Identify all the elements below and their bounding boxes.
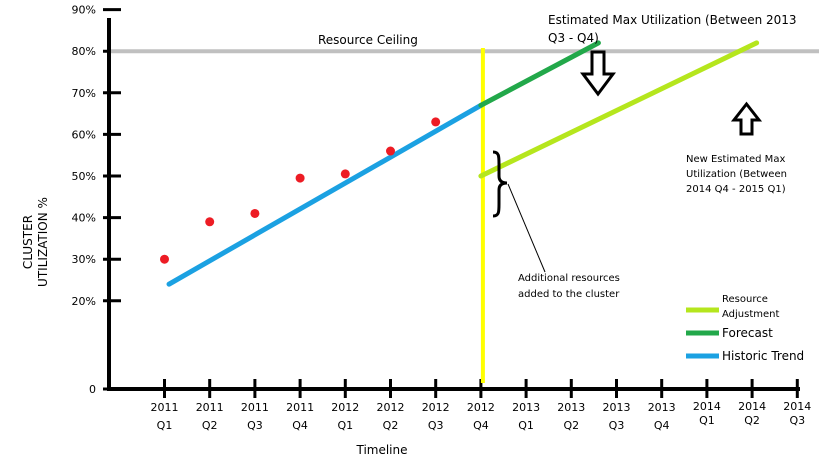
data-point: [295, 173, 305, 183]
x-tick-quarter: Q4: [654, 419, 670, 432]
y-axis-title-line1: CLUSTER: [21, 215, 35, 269]
y-axis-title-line2: UTILIZATION %: [36, 197, 50, 287]
x-tick-year: 2011: [151, 401, 179, 414]
new-est-max-line1: New Estimated Max: [686, 154, 785, 165]
resource-ceiling-label: Resource Ceiling: [318, 33, 418, 47]
legend-label: Historic Trend: [722, 349, 804, 363]
data-point: [386, 146, 395, 156]
y-tick-label: 60%: [72, 128, 96, 141]
data-point: [250, 208, 260, 218]
y-tick-label: 80%: [72, 45, 96, 58]
data-point: [205, 217, 215, 227]
x-tick-year: 2014: [738, 400, 766, 413]
x-tick-quarter: Q1: [157, 419, 173, 432]
down-arrow-icon: [580, 50, 616, 97]
new-est-max-annotation: New Estimated Max Utilization (Between 2…: [686, 101, 787, 195]
series-line-forecast: [478, 40, 601, 108]
x-tick-year: 2011: [286, 401, 314, 414]
y-ticks: 0 20% 30% 40% 50% 60% 70% 80% 90%: [72, 4, 121, 396]
x-tick-year: 2013: [557, 401, 585, 414]
x-tick-quarter: Q3: [428, 419, 444, 432]
x-tick-quarter: Q2: [383, 419, 399, 432]
legend-label: Resource: [722, 294, 768, 305]
y-tick-label: 50%: [72, 170, 96, 183]
series-lines: [166, 40, 760, 287]
x-tick-quarter: Q1: [699, 414, 715, 427]
legend-label: Adjustment: [722, 309, 779, 320]
x-tick-year: 2013: [603, 401, 631, 414]
y-tick-label: 40%: [72, 212, 96, 225]
x-tick-year: 2011: [241, 401, 269, 414]
x-tick-quarter: Q4: [292, 419, 308, 432]
x-tick-quarter: Q2: [563, 419, 579, 432]
y-tick-label: 0: [89, 383, 96, 396]
series-line-resource-adjustment: [478, 40, 760, 179]
legend-label: Forecast: [722, 326, 773, 340]
added-line1: Additional resources: [518, 273, 620, 284]
y-axis-title: CLUSTER UTILIZATION %: [21, 197, 50, 287]
x-tick-year: 2012: [467, 401, 495, 414]
x-tick-quarter: Q4: [473, 419, 489, 432]
x-tick-year: 2014: [693, 400, 721, 413]
est-max-annotation: Estimated Max Utilization (Between 2013 …: [548, 13, 797, 97]
x-tick-year: 2012: [422, 401, 450, 414]
added-resources-annotation: Additional resources added to the cluste…: [492, 150, 620, 300]
est-max-line1: Estimated Max Utilization (Between 2013: [548, 13, 797, 27]
x-tick-year: 2011: [196, 401, 224, 414]
x-tick-quarter: Q3: [247, 419, 263, 432]
y-tick-label: 20%: [72, 295, 96, 308]
x-tick-year: 2012: [331, 401, 359, 414]
x-tick-quarter: Q3: [789, 414, 805, 427]
y-tick-label: 70%: [72, 87, 96, 100]
up-arrow-icon: [730, 101, 763, 136]
est-max-line2: Q3 - Q4): [548, 31, 599, 45]
x-tick-quarter: Q1: [337, 419, 353, 432]
new-est-max-line2: Utilization (Between: [686, 169, 787, 180]
x-tick-year: 2013: [512, 401, 540, 414]
new-est-max-line3: 2014 Q4 - 2015 Q1): [686, 184, 786, 195]
series-line-historic-trend: [166, 102, 484, 287]
x-tick-quarter: Q1: [518, 419, 534, 432]
y-tick-label: 90%: [72, 4, 96, 17]
added-line2: added to the cluster: [518, 289, 620, 300]
curly-brace-icon: [492, 150, 508, 218]
data-point: [431, 117, 441, 127]
x-tick-quarter: Q2: [744, 414, 760, 427]
x-axis-title: Timeline: [355, 443, 407, 457]
data-point: [340, 169, 350, 179]
x-tick-quarter: Q3: [609, 419, 625, 432]
x-tick-quarter: Q2: [202, 419, 218, 432]
y-tick-label: 30%: [72, 253, 96, 266]
data-point: [160, 254, 169, 264]
x-tick-year: 2013: [648, 401, 676, 414]
observed-points: [160, 117, 441, 264]
legend: Resource Adjustment Forecast Historic Trend: [686, 294, 804, 363]
x-tick-year: 2014: [783, 400, 811, 413]
x-ticks: 2011 Q1 2011 Q2 2011 Q3 2011 Q4 2012 Q1 2012 Q2 2012…: [151, 379, 811, 432]
pointer-line: [507, 183, 546, 273]
x-tick-year: 2012: [377, 401, 405, 414]
